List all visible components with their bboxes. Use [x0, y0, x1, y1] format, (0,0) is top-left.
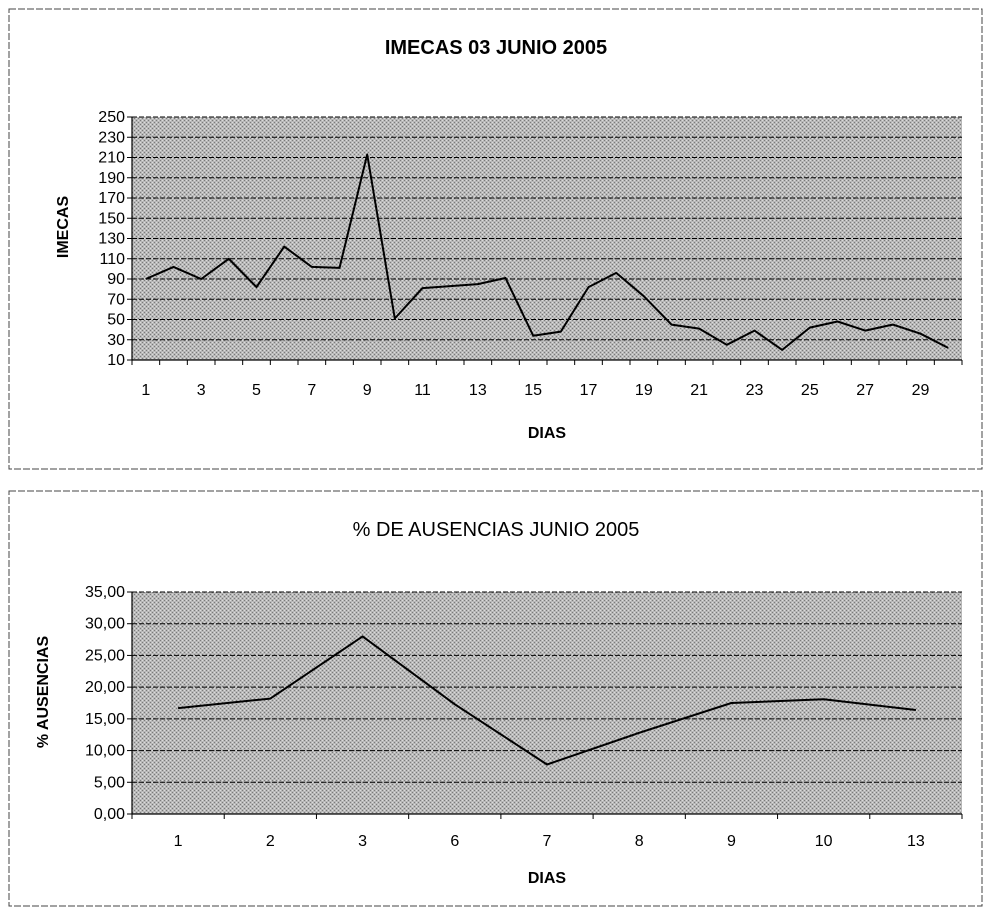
y-tick-label: 90	[107, 271, 125, 288]
chart-imecas-series-line	[145, 153, 949, 351]
chart-imecas-y-ticks: 250 230 210 190 170 150 130 110 90 70 50 30 10	[98, 109, 132, 369]
chart-ausencias-title: % DE AUSENCIAS JUNIO 2005	[353, 519, 640, 541]
y-tick-label: 130	[98, 231, 125, 248]
y-tick-label: 210	[98, 150, 125, 167]
x-tick-label: 6	[450, 833, 459, 850]
x-tick-label: 27	[856, 382, 874, 399]
y-tick-label: 0,00	[94, 806, 125, 823]
chart-ausencias-frame	[8, 490, 983, 907]
x-tick-label: 5	[252, 382, 261, 399]
y-tick-label: 70	[107, 291, 125, 308]
chart-ausencias-x-ticks: 1 2 3 6 7 8 9 10 13	[131, 814, 963, 850]
chart-ausencias-x-axis-title: DIAS	[528, 870, 567, 887]
x-tick-label: 3	[197, 382, 206, 399]
y-tick-label: 25,00	[85, 647, 125, 664]
x-tick-label: 1	[174, 833, 183, 850]
x-tick-label: 15	[524, 382, 542, 399]
y-tick-label: 35,00	[85, 584, 125, 601]
y-tick-label: 30,00	[85, 616, 125, 633]
y-tick-label: 250	[98, 109, 125, 126]
chart-imecas: IMECAS 03 JUNIO 2005 2502302101901701501…	[8, 8, 983, 470]
chart-ausencias-plot-area	[132, 592, 962, 814]
y-tick-label: 190	[98, 170, 125, 187]
x-tick-label: 9	[727, 833, 736, 850]
x-tick-label: 1	[141, 382, 150, 399]
y-tick-label: 110	[99, 251, 125, 268]
chart-ausencias-y-axis-title: % AUSENCIAS	[35, 636, 52, 749]
chart-imecas-x-ticks: 1 3 5 7 9 11 13 15 17 19 21 23 25 27 29	[131, 360, 963, 399]
y-tick-label: 10,00	[85, 743, 125, 760]
x-tick-label: 25	[801, 382, 819, 399]
y-tick-label: 15,00	[85, 711, 125, 728]
x-tick-label: 13	[469, 382, 487, 399]
chart-imecas-x-axis-title: DIAS	[528, 425, 567, 442]
x-tick-label: 9	[363, 382, 372, 399]
x-tick-label: 13	[907, 833, 925, 850]
y-tick-label: 5,00	[94, 774, 125, 791]
x-tick-label: 19	[635, 382, 653, 399]
chart-ausencias-y-ticks: 35,00 30,00 25,00 20,00 15,00 10,00 5,00 0,00	[85, 584, 132, 823]
x-tick-label: 2	[266, 833, 275, 850]
x-tick-label: 17	[580, 382, 598, 399]
x-tick-label: 7	[543, 833, 552, 850]
y-tick-label: 20,00	[85, 679, 125, 696]
y-tick-label: 10	[107, 352, 125, 369]
x-tick-label: 11	[414, 382, 431, 399]
chart-imecas-frame	[8, 8, 983, 470]
y-tick-label: 230	[98, 129, 125, 146]
x-tick-label: 3	[358, 833, 367, 850]
chart-ausencias: % DE AUSENCIAS JUNIO 2005 35,0030,0025,0…	[8, 490, 983, 907]
y-tick-label: 30	[107, 332, 125, 349]
chart-ausencias-series-line	[177, 635, 917, 766]
chart-imecas-gridlines	[132, 116, 962, 341]
y-tick-label: 50	[107, 312, 125, 329]
x-tick-label: 21	[690, 382, 708, 399]
y-tick-label: 150	[98, 210, 125, 227]
x-tick-label: 10	[815, 833, 833, 850]
x-tick-label: 8	[635, 833, 644, 850]
x-tick-label: 23	[746, 382, 764, 399]
x-tick-label: 7	[307, 382, 316, 399]
x-tick-label: 29	[912, 382, 930, 399]
chart-imecas-y-axis-title: IMECAS	[55, 196, 72, 259]
chart-imecas-title: IMECAS 03 JUNIO 2005	[385, 37, 607, 59]
y-tick-label: 170	[98, 190, 125, 207]
chart-ausencias-gridlines	[132, 591, 962, 783]
